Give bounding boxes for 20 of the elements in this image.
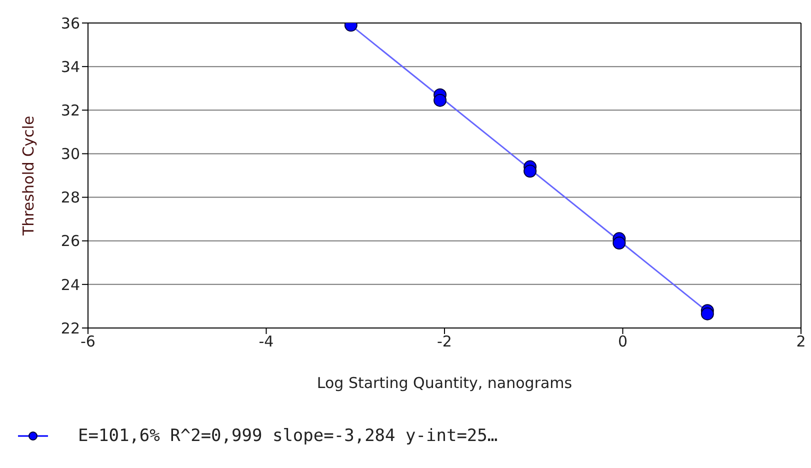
x-tick-label: 0 bbox=[618, 332, 628, 351]
x-tick-label: -2 bbox=[437, 332, 452, 351]
y-tick-label: 26 bbox=[60, 232, 80, 250]
point bbox=[524, 164, 537, 178]
y-tick-label: 36 bbox=[60, 14, 80, 32]
x-tick-label: 2 bbox=[796, 332, 806, 351]
point bbox=[612, 236, 626, 250]
text: E=101,6% R^2=0,999 slope=-3,284 y-int=25… bbox=[78, 426, 498, 446]
y-tick-label: 34 bbox=[60, 58, 80, 76]
point bbox=[434, 94, 447, 107]
x-axis-title: Log Starting Quantity, nanograms bbox=[316, 374, 572, 392]
x-tick-label: -6 bbox=[80, 332, 96, 351]
y-tick-label: 30 bbox=[60, 145, 80, 164]
y-tick-label: 24 bbox=[60, 276, 80, 294]
x-tick-label: -4 bbox=[258, 332, 274, 351]
y-tick-label: 32 bbox=[60, 101, 80, 120]
y-tick-label: 28 bbox=[60, 188, 80, 207]
y-tick-label: 22 bbox=[60, 319, 80, 338]
point bbox=[700, 307, 714, 320]
y-axis-title: Threshold Cycle bbox=[19, 116, 38, 236]
